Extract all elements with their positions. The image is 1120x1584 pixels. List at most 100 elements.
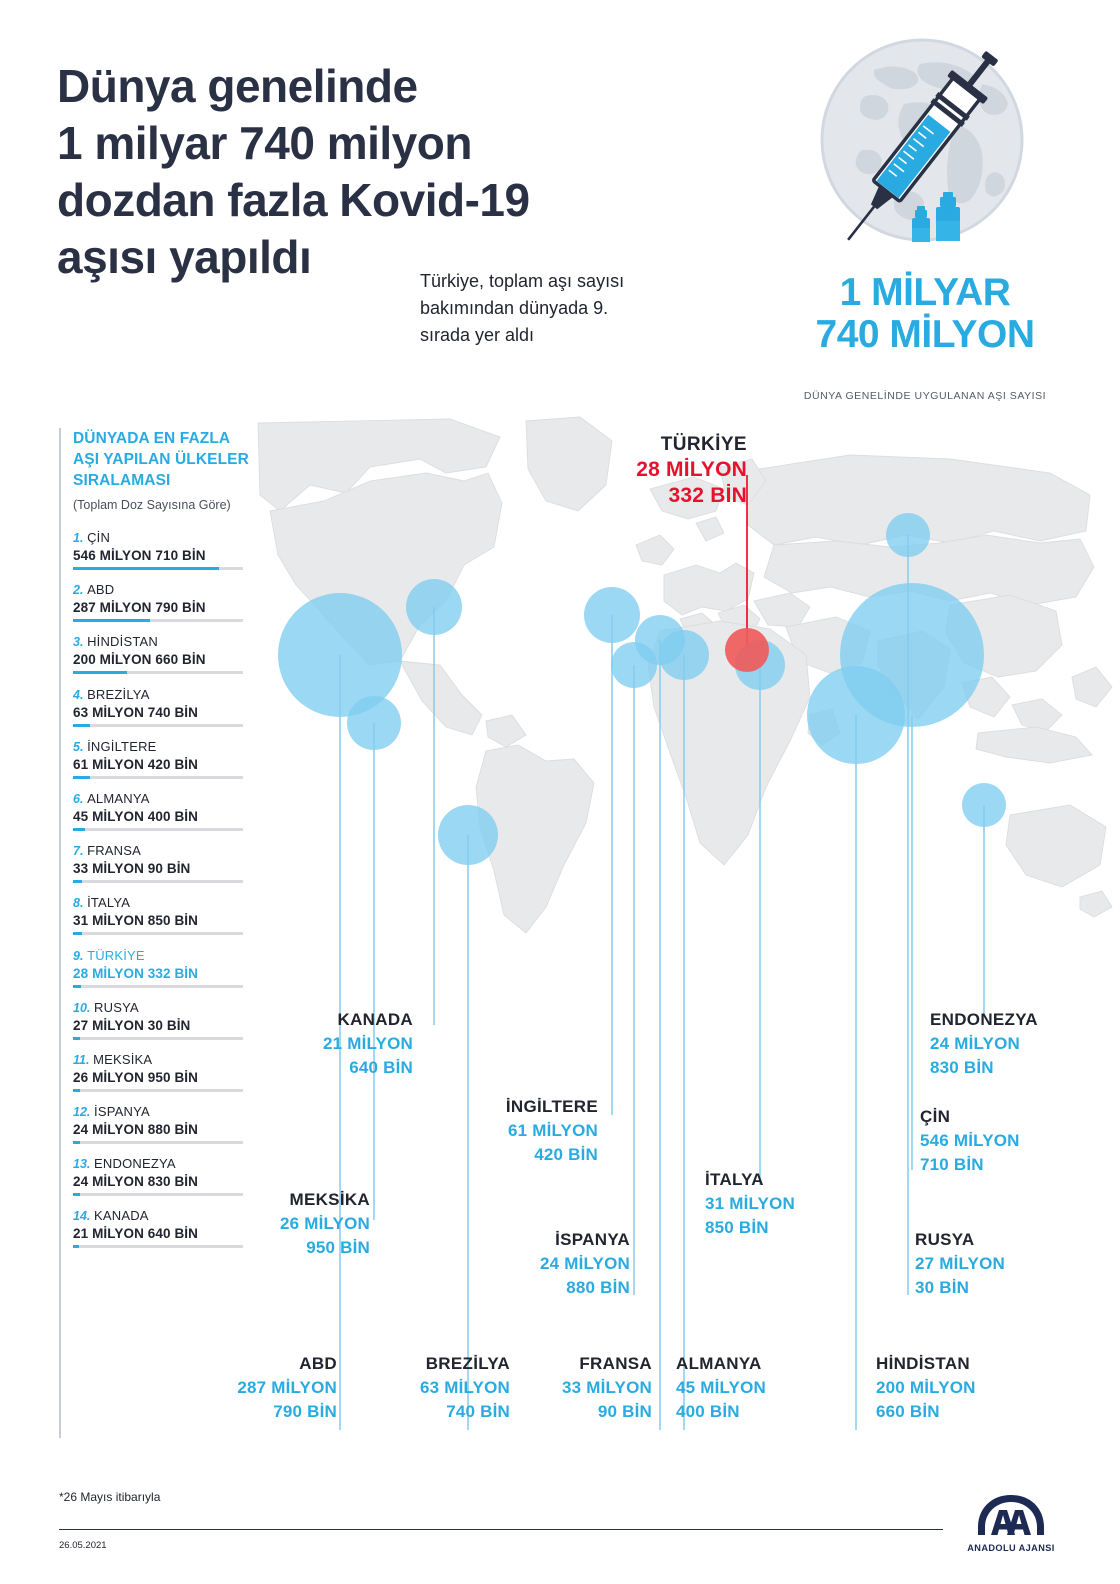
map-label-meksika-country: MEKSİKA [289, 1190, 370, 1209]
ranking-item-header: 7. FRANSA [73, 843, 259, 859]
map-label-ingiltere-value-1: 61 MİLYON [508, 1121, 598, 1140]
map-label-cin-country: ÇİN [920, 1107, 951, 1126]
map-label-cin-value-1: 546 MİLYON [920, 1131, 1020, 1150]
ranking-item: 8. İTALYA 31 MİLYON 850 BİN [73, 895, 259, 936]
map-label-italya-country: İTALYA [705, 1170, 764, 1189]
ranking-item-bar [73, 619, 243, 623]
ranking-item-value: 33 MİLYON 90 BİN [73, 861, 191, 877]
ranking-item-value: 28 MİLYON 332 BİN [73, 965, 198, 981]
headline-line-1: Dünya genelinde [57, 60, 418, 112]
map-label-almanya-value-2: 400 BİN [676, 1402, 740, 1421]
ranking-item-header: 8. İTALYA [73, 895, 259, 911]
map-label-ispanya-country: İSPANYA [555, 1230, 630, 1249]
map-label-hindistan-value-2: 660 BİN [876, 1402, 940, 1421]
ranking-item: 10. RUSYA 27 MİLYON 30 BİN [73, 1000, 259, 1040]
ranking-item: 7. FRANSA 33 MİLYON 90 BİN [73, 843, 259, 884]
ranking-item-rank: 10. [73, 1000, 91, 1015]
map-label-brezilya: BREZİLYA 63 MİLYON 740 BİN [350, 1352, 510, 1424]
map-label-ingiltere-country: İNGİLTERE [505, 1097, 598, 1116]
ranking-item-bar [73, 671, 243, 675]
ranking-item-header: 3. HİNDİSTAN [73, 634, 259, 650]
ranking-item-header: 6. ALMANYA [73, 791, 259, 807]
sidebar-divider [59, 428, 61, 1438]
ranking-item-rank: 7. [73, 844, 84, 859]
map-label-meksika-value-1: 26 MİLYON [280, 1214, 370, 1233]
ranking-item-rank: 14. [73, 1209, 91, 1224]
map-label-italya-value-2: 850 BİN [705, 1218, 769, 1237]
ranking-item-rank: 3. [73, 635, 84, 650]
globe-syringe-icon [820, 38, 1024, 242]
ranking-item-value: 200 MİLYON 660 BİN [73, 652, 206, 668]
map-label-hindistan-value-1: 200 MİLYON [876, 1378, 976, 1397]
ranking-item-header: 4. BREZİLYA [73, 687, 259, 703]
map-label-brezilya-value-2: 740 BİN [446, 1402, 510, 1421]
ranking-subtitle: (Toplam Doz Sayısına Göre) [73, 498, 231, 512]
map-label-meksika-value-2: 950 BİN [306, 1238, 370, 1257]
ranking-item-bar [73, 827, 243, 831]
ranking-item-value: 31 MİLYON 850 BİN [73, 913, 198, 929]
map-label-ingiltere-value-2: 420 BİN [534, 1145, 598, 1164]
map-label-abd-value-2: 790 BİN [273, 1402, 337, 1421]
ranking-item-country: HİNDİSTAN [87, 634, 158, 650]
ranking-item: 13. ENDONEZYA 24 MİLYON 830 BİN [73, 1156, 259, 1197]
ranking-title: DÜNYADA EN FAZLA AŞI YAPILAN ÜLKELER SIR… [73, 428, 259, 491]
bubble-ingiltere [584, 587, 640, 643]
ranking-item-header: 2. ABD [73, 582, 259, 598]
footer-divider [59, 1529, 943, 1531]
ranking-item-country: BREZİLYA [87, 686, 150, 702]
ranking-item-country: TÜRKİYE [87, 947, 145, 963]
map-label-almanya-value-1: 45 MİLYON [676, 1378, 766, 1397]
ranking-list: 1. ÇİN 546 MİLYON 710 BİN 2. ABD 287 MİLYON… [73, 530, 259, 1249]
map-label-brezilya-country: BREZİLYA [425, 1354, 510, 1373]
map-label-hindistan-country: HİNDİSTAN [876, 1354, 970, 1373]
subheadline: Türkiye, toplam aşı sayısı bakımından dü… [420, 271, 625, 345]
ranking-item-value: 24 MİLYON 830 BİN [73, 1174, 198, 1190]
map-label-kanada-country: KANADA [337, 1010, 413, 1029]
map-label-fransa-value-2: 90 BİN [597, 1402, 652, 1421]
map-label-kanada-value-2: 640 BİN [349, 1058, 413, 1077]
map-label-abd-country: ABD [299, 1354, 337, 1373]
map-label-kanada-value-1: 21 MİLYON [323, 1034, 413, 1053]
ranking-item-header: 10. RUSYA [73, 1000, 259, 1016]
ranking-item-bar [73, 932, 243, 936]
bubble-almanya [659, 630, 709, 680]
ranking-item: 5. İNGİLTERE 61 MİLYON 420 BİN [73, 739, 259, 779]
aa-logo-text: ANADOLU AJANSI [967, 1543, 1054, 1553]
hero-total-line-2: 740 MİLYON [815, 313, 1035, 356]
ranking-item-country: ENDONEZYA [94, 1156, 176, 1172]
map-label-rusya-value-1: 27 MİLYON [915, 1254, 1005, 1273]
map-label-almanya-country: ALMANYA [676, 1354, 762, 1373]
ranking-item-value: 45 MİLYON 400 BİN [73, 808, 198, 824]
ranking-item-header: 13. ENDONEZYA [73, 1156, 259, 1172]
ranking-item-country: ABD [87, 582, 115, 598]
ranking-item-value: 26 MİLYON 950 BİN [73, 1069, 198, 1085]
headline-line-3: dozdan fazla Kovid-19 [57, 174, 530, 226]
footnote: *26 Mayıs itibarıyla [59, 1490, 161, 1504]
ranking-item-bar [73, 984, 243, 988]
map-label-cin-value-2: 710 BİN [920, 1155, 984, 1174]
ranking-item-country: ÇİN [87, 530, 111, 545]
hero-caption: DÜNYA GENELİNDE UYGULANAN AŞI SAYISI [803, 390, 1047, 402]
ranking-item-value: 546 MİLYON 710 BİN [73, 548, 206, 563]
ranking-title-line-2: AŞI YAPILAN ÜLKELER [73, 451, 249, 468]
ranking-item: 11. MEKSİKA 26 MİLYON 950 BİN [73, 1052, 259, 1092]
ranking-item: 4. BREZİLYA 63 MİLYON 740 BİN [73, 687, 259, 727]
map-label-endonezya: ENDONEZYA 24 MİLYON 830 BİN [930, 1008, 1100, 1080]
headline-line-4: aşısı yapıldı [57, 231, 312, 283]
ranking-item-country: KANADA [94, 1208, 149, 1224]
ranking-item-country: İSPANYA [94, 1104, 150, 1120]
map-label-ispanya: İSPANYA 24 MİLYON 880 BİN [462, 1228, 630, 1300]
map-label-fransa-value-1: 33 MİLYON [562, 1378, 652, 1397]
bubble-rusya [886, 513, 930, 557]
bubble-kanada [406, 579, 462, 635]
ranking-panel: DÜNYADA EN FAZLA AŞI YAPILAN ÜLKELER SIR… [59, 428, 259, 1261]
map-label-meksika: MEKSİKA 26 MİLYON 950 BİN [215, 1188, 370, 1260]
ranking-item-rank: 9. [73, 948, 84, 963]
ranking-title-line-3: SIRALAMASI [73, 472, 171, 489]
bubble-turkiye [725, 628, 769, 672]
ranking-item-header: 12. İSPANYA [73, 1104, 259, 1120]
ranking-item-header: 9. TÜRKİYE [73, 948, 259, 964]
ranking-item-country: RUSYA [94, 999, 139, 1015]
syringe-icon [847, 51, 998, 241]
